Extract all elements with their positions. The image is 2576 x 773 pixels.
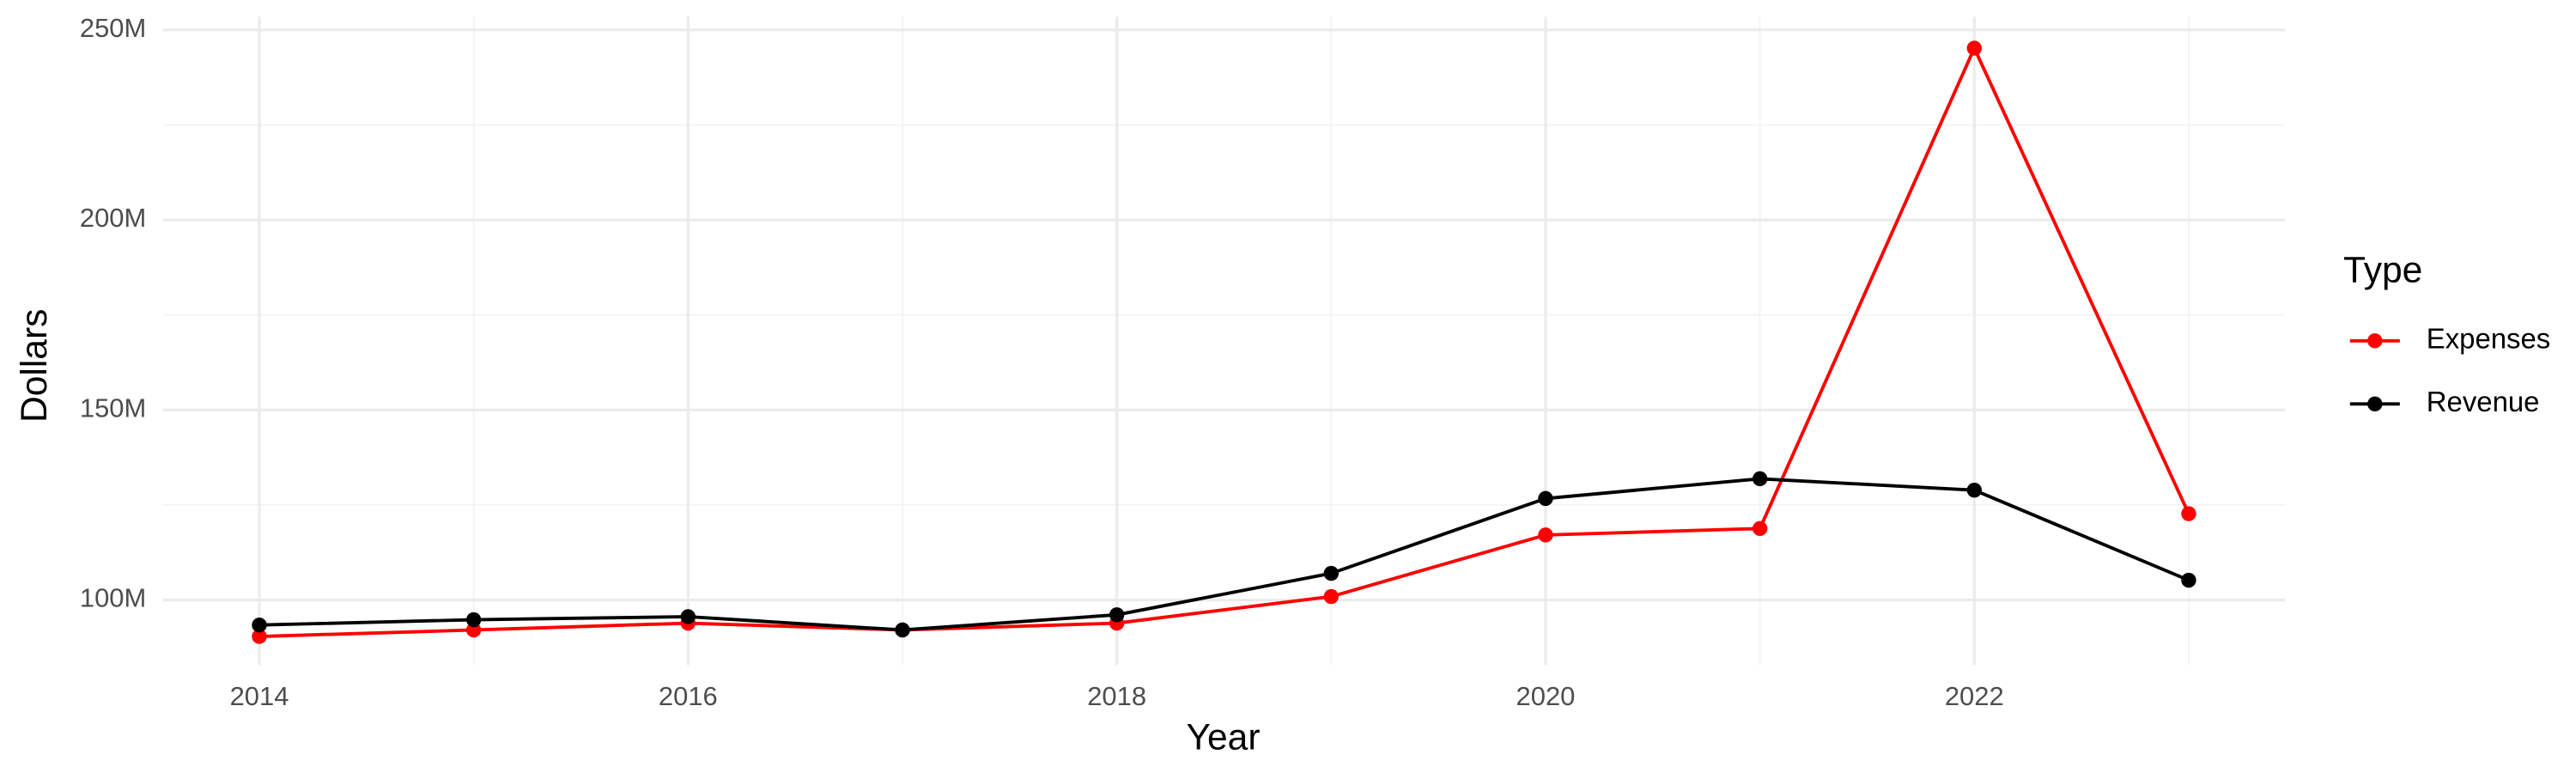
y-tick-label: 100M <box>80 583 146 613</box>
x-tick-label: 2022 <box>1945 681 2004 711</box>
x-tick-label: 2020 <box>1516 681 1576 711</box>
data-point <box>465 622 482 638</box>
series-line <box>258 477 2190 632</box>
data-point <box>1966 482 1982 498</box>
legend-key <box>2367 396 2383 412</box>
y-tick-label: 250M <box>80 13 146 43</box>
data-point <box>252 618 267 633</box>
y-tick-label: 200M <box>80 203 146 233</box>
data-point <box>2181 572 2196 588</box>
legend-key <box>2367 333 2383 349</box>
legend-label: Revenue <box>2427 386 2540 417</box>
x-axis-title: Year <box>1187 717 1261 758</box>
data-point <box>1538 490 1553 507</box>
y-tick-label: 150M <box>80 393 146 423</box>
data-point <box>1109 607 1125 623</box>
y-axis-title: Dollars <box>14 309 55 423</box>
data-point <box>680 609 696 624</box>
data-point <box>1538 527 1553 543</box>
x-tick-label: 2018 <box>1087 681 1146 711</box>
data-point <box>465 612 482 628</box>
data-point <box>1966 40 1982 56</box>
data-point <box>2181 506 2196 521</box>
x-tick-label: 2014 <box>230 681 289 711</box>
legend-label: Expenses <box>2427 322 2550 354</box>
x-tick-label: 2016 <box>659 681 718 711</box>
data-point <box>1752 520 1768 537</box>
data-point <box>895 622 910 638</box>
legend-title: Type <box>2343 250 2422 291</box>
data-point <box>252 629 267 644</box>
data-point <box>1323 588 1340 605</box>
data-point <box>1323 565 1340 581</box>
data-point <box>1752 471 1768 487</box>
series-line <box>258 44 2190 638</box>
